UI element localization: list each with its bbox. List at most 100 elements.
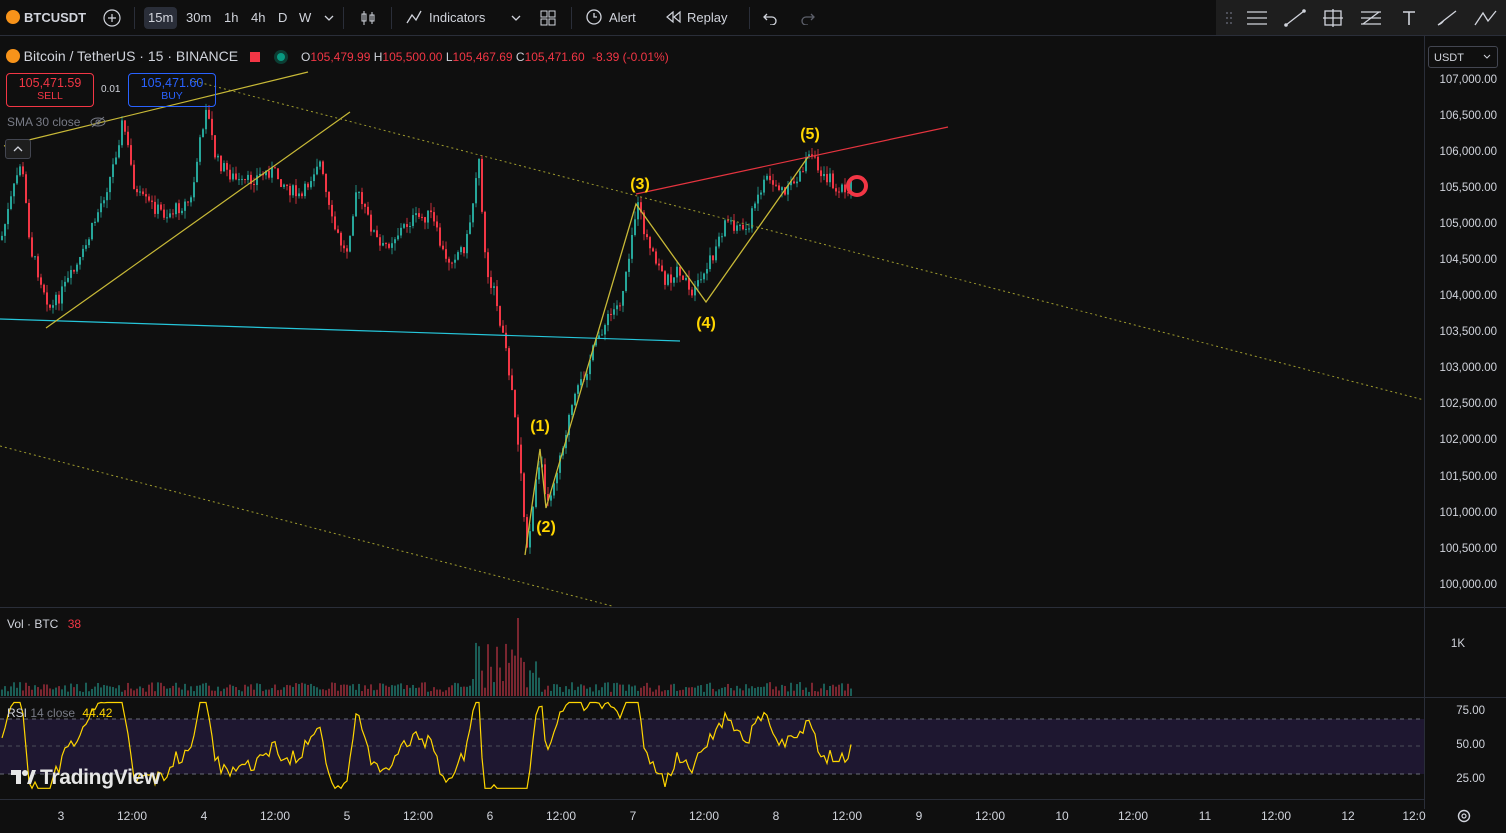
symbol-title[interactable]: Bitcoin / TetherUS · 15 · BINANCE — [23, 48, 239, 64]
volume-pane-separator[interactable] — [0, 607, 1506, 608]
trend-line-icon[interactable] — [1282, 5, 1308, 31]
redo-icon[interactable] — [795, 5, 821, 31]
candle-body — [229, 169, 231, 180]
symbol-search[interactable]: BTCUSDT — [6, 7, 86, 29]
candle-body — [19, 166, 21, 176]
volume-bar — [100, 687, 102, 696]
volume-bar — [16, 687, 18, 696]
flag-icon[interactable] — [249, 52, 260, 62]
candle-body — [280, 179, 282, 187]
volume-legend[interactable]: Vol · BTC 38 — [7, 617, 82, 631]
volume-bar — [337, 690, 339, 696]
interval-15m[interactable]: 15m — [144, 7, 178, 29]
add-symbol-icon[interactable] — [99, 5, 125, 31]
candle-body — [1, 235, 3, 240]
volume-bar — [139, 686, 141, 696]
bitcoin-logo-icon — [6, 49, 20, 63]
candles-icon[interactable] — [355, 5, 381, 31]
rsi-legend[interactable]: RSI 14 close 44.42 — [7, 706, 113, 720]
pattern-icon[interactable] — [1472, 5, 1498, 31]
brush-icon[interactable] — [1434, 5, 1460, 31]
interval-30m[interactable]: 30m — [186, 10, 212, 25]
sell-button[interactable]: 105,471.59 SELL — [6, 73, 94, 107]
candle-body — [58, 294, 60, 304]
volume-bar — [7, 691, 9, 696]
candle-body — [409, 225, 411, 227]
interval-w[interactable]: W — [299, 10, 312, 25]
gear-icon[interactable] — [1456, 808, 1472, 827]
alert-button[interactable]: Alert — [585, 7, 636, 29]
buy-button[interactable]: 105,471.60 BUY — [128, 73, 216, 107]
replay-button[interactable]: Replay — [665, 7, 727, 29]
crosshair-box-icon[interactable] — [1320, 5, 1346, 31]
undo-icon[interactable] — [757, 5, 783, 31]
horizontal-lines-icon[interactable] — [1244, 5, 1270, 31]
volume-bar — [64, 685, 66, 696]
rsi-tick-50: 50.00 — [1456, 739, 1485, 751]
eye-hidden-icon[interactable] — [90, 116, 106, 131]
indicators-button[interactable]: Indicators — [405, 7, 485, 29]
candle-body — [271, 167, 273, 178]
volume-bar — [454, 682, 456, 696]
volume-bar — [58, 686, 60, 696]
candle-body — [790, 181, 792, 186]
buy-price: 105,471.60 — [140, 76, 204, 90]
interval-4h[interactable]: 4h — [251, 10, 266, 25]
volume-bar — [799, 682, 801, 696]
candle-body — [217, 155, 219, 158]
volume-bar — [448, 687, 450, 696]
candle-body — [79, 256, 81, 265]
volume-bar — [172, 685, 174, 696]
candle-body — [43, 284, 45, 293]
currency-select[interactable]: USDT — [1428, 46, 1498, 68]
volume-bar — [352, 684, 354, 696]
candle-body — [745, 228, 747, 230]
fib-icon[interactable] — [1358, 5, 1384, 31]
volume-bar — [271, 688, 273, 696]
candle-body — [505, 332, 507, 349]
candle-body — [787, 185, 789, 195]
bitcoin-logo-icon — [6, 10, 20, 24]
layouts-icon[interactable] — [535, 5, 561, 31]
rsi-pane-separator[interactable] — [0, 697, 1506, 698]
interval-1h[interactable]: 1h — [224, 10, 239, 25]
volume-bar — [4, 686, 6, 696]
volume-bars — [1, 618, 852, 696]
volume-bar — [787, 691, 789, 696]
volume-bar — [577, 686, 579, 696]
volume-bar — [367, 688, 369, 696]
volume-bar — [538, 677, 540, 696]
drag-handle-icon[interactable] — [1216, 5, 1242, 31]
price-tick: 100,000.00 — [1439, 579, 1497, 591]
volume-bar — [94, 686, 96, 696]
candle-body — [775, 184, 777, 186]
candle-body — [226, 163, 228, 170]
price-axis[interactable]: 107,000.00 106,500.00 106,000.00 105,500… — [1424, 36, 1506, 809]
time-tick: 12:00 — [402, 809, 434, 823]
indicators-chevron-icon[interactable] — [503, 5, 529, 31]
volume-bar — [472, 679, 474, 696]
candle-body — [310, 181, 312, 188]
volume-bar — [178, 687, 180, 696]
time-axis[interactable]: 3 12:00 4 12:00 5 12:00 6 12:00 7 12:00 … — [0, 799, 1426, 833]
sma-legend[interactable]: SMA 30 close — [7, 115, 106, 131]
candle-body — [517, 417, 519, 445]
candle-body — [394, 239, 396, 244]
volume-bar — [361, 691, 363, 696]
volume-bar — [757, 686, 759, 696]
tradingview-watermark[interactable]: TradingView — [10, 766, 160, 792]
volume-bar — [628, 684, 630, 696]
candle-body — [349, 235, 351, 252]
volume-bar — [481, 670, 483, 696]
candle-body — [100, 203, 102, 213]
interval-d[interactable]: D — [278, 10, 288, 25]
collapse-legend-button[interactable] — [5, 139, 31, 159]
candle-body — [586, 374, 588, 380]
volume-value: 38 — [67, 617, 82, 631]
text-icon[interactable] — [1396, 5, 1422, 31]
chart-canvas[interactable] — [0, 36, 1424, 809]
volume-bar — [112, 686, 114, 696]
volume-bar — [406, 685, 408, 696]
candle-body — [679, 266, 681, 276]
chevron-down-icon[interactable] — [316, 5, 342, 31]
